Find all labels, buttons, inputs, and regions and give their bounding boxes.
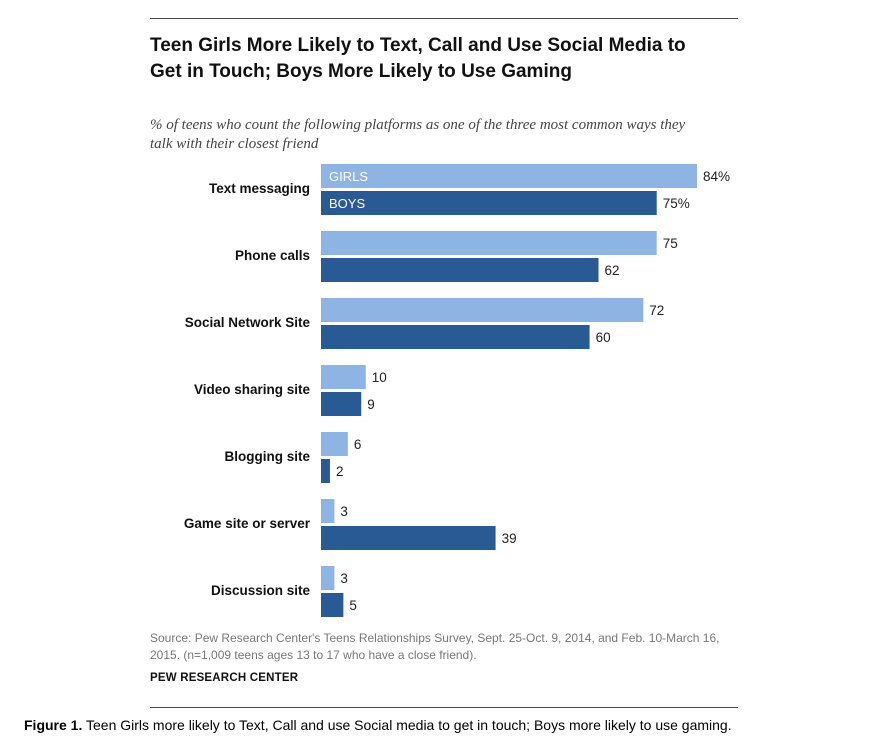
- girls-value-label: 84%: [703, 169, 730, 184]
- boys-bar: [321, 392, 362, 416]
- legend-boys: BOYS: [329, 196, 365, 211]
- boys-bar: [321, 593, 344, 617]
- category-label: Blogging site: [225, 449, 311, 464]
- boys-value-label: 2: [336, 464, 344, 479]
- boys-value-label: 62: [605, 263, 620, 278]
- boys-bar: [321, 191, 657, 215]
- boys-value-label: 75%: [663, 196, 690, 211]
- boys-value-label: 60: [596, 330, 611, 345]
- category-label: Video sharing site: [194, 382, 311, 397]
- bottom-rule: [150, 707, 738, 708]
- girls-bar: [321, 365, 366, 389]
- caption-text: Teen Girls more likely to Text, Call and…: [82, 717, 732, 733]
- category-label: Text messaging: [209, 181, 310, 196]
- bar-chart: Text messaging 84% GIRLS 75% BOYS Phone calls…: [184, 164, 730, 617]
- source-note: Source: Pew Research Center's Teens Rela…: [150, 631, 720, 662]
- figure-caption: Figure 1. Teen Girls more likely to Text…: [24, 717, 884, 733]
- chart-title: Teen Girls More Likely to Text, Call and…: [150, 35, 686, 82]
- boys-bar: [321, 459, 330, 483]
- category-label: Game site or server: [184, 516, 311, 531]
- girls-value-label: 72: [649, 303, 664, 318]
- legend-girls: GIRLS: [329, 169, 368, 184]
- girls-bar: [321, 499, 335, 523]
- girls-value-label: 3: [340, 571, 348, 586]
- girls-value-label: 75: [663, 236, 678, 251]
- boys-value-label: 39: [502, 531, 517, 546]
- girls-bar: [321, 298, 644, 322]
- boys-value-label: 5: [349, 598, 357, 613]
- girls-bar: [321, 432, 348, 456]
- top-rule: [150, 18, 738, 19]
- girls-bar: [321, 566, 335, 590]
- girls-value-label: 10: [372, 370, 387, 385]
- category-label: Phone calls: [235, 248, 310, 263]
- girls-value-label: 3: [340, 504, 348, 519]
- girls-bar: [321, 231, 657, 255]
- brand-label: PEW RESEARCH CENTER: [150, 672, 299, 684]
- girls-value-label: 6: [354, 437, 362, 452]
- boys-bar: [321, 258, 599, 282]
- boys-bar: [321, 526, 496, 550]
- girls-bar: [321, 164, 697, 188]
- category-label: Discussion site: [211, 583, 311, 598]
- chart-subtitle: % of teens who count the following platf…: [150, 117, 686, 152]
- boys-value-label: 9: [367, 397, 375, 412]
- caption-label: Figure 1.: [24, 717, 83, 733]
- boys-bar: [321, 325, 590, 349]
- category-label: Social Network Site: [185, 315, 311, 330]
